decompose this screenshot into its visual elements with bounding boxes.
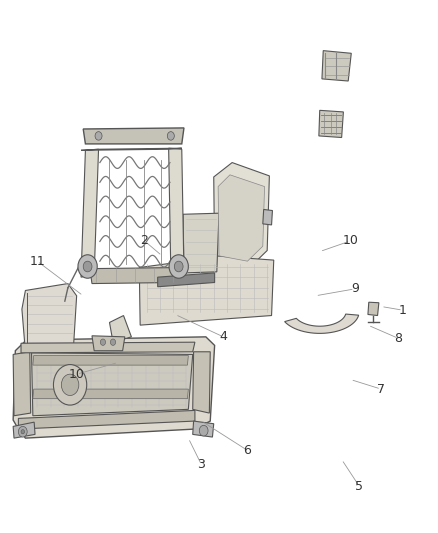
Text: 10: 10: [343, 235, 358, 247]
Text: 6: 6: [244, 444, 251, 457]
Polygon shape: [90, 268, 179, 284]
Circle shape: [169, 255, 188, 278]
Polygon shape: [33, 389, 188, 399]
Polygon shape: [263, 209, 272, 225]
Text: 11: 11: [29, 255, 45, 268]
Text: 4: 4: [219, 330, 227, 343]
Polygon shape: [22, 284, 77, 352]
Circle shape: [110, 339, 116, 345]
Polygon shape: [32, 353, 193, 416]
Polygon shape: [81, 149, 99, 277]
Polygon shape: [285, 314, 359, 333]
Circle shape: [83, 261, 92, 272]
Polygon shape: [158, 273, 215, 287]
Text: 8: 8: [395, 332, 403, 345]
Polygon shape: [368, 302, 379, 316]
Circle shape: [78, 255, 97, 278]
Text: 9: 9: [351, 282, 359, 295]
Polygon shape: [322, 51, 351, 81]
Polygon shape: [21, 342, 195, 353]
Circle shape: [53, 365, 87, 405]
Polygon shape: [183, 213, 219, 273]
Circle shape: [100, 339, 106, 345]
Text: 2: 2: [141, 235, 148, 247]
Polygon shape: [193, 421, 214, 437]
Polygon shape: [139, 256, 274, 325]
Polygon shape: [18, 410, 195, 429]
Text: 7: 7: [377, 383, 385, 395]
Polygon shape: [81, 148, 182, 150]
Circle shape: [174, 261, 183, 272]
Polygon shape: [218, 175, 265, 261]
Text: 10: 10: [69, 368, 85, 381]
Polygon shape: [110, 316, 131, 342]
Circle shape: [167, 132, 174, 140]
Text: 5: 5: [355, 480, 363, 492]
Polygon shape: [169, 148, 184, 273]
Circle shape: [199, 425, 208, 436]
Polygon shape: [13, 422, 35, 438]
Polygon shape: [83, 128, 184, 144]
Circle shape: [21, 430, 25, 434]
Circle shape: [61, 374, 79, 395]
Polygon shape: [92, 336, 125, 351]
Text: 3: 3: [198, 458, 205, 471]
Polygon shape: [193, 352, 210, 413]
Polygon shape: [214, 163, 269, 268]
Circle shape: [18, 426, 27, 437]
Polygon shape: [319, 110, 343, 138]
Circle shape: [95, 132, 102, 140]
Polygon shape: [13, 352, 31, 416]
Text: 1: 1: [399, 304, 407, 317]
Polygon shape: [33, 356, 188, 365]
Polygon shape: [13, 337, 215, 438]
